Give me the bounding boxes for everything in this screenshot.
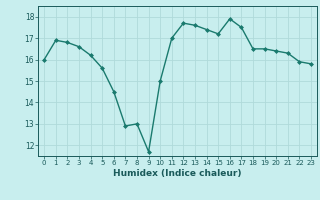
X-axis label: Humidex (Indice chaleur): Humidex (Indice chaleur) bbox=[113, 169, 242, 178]
